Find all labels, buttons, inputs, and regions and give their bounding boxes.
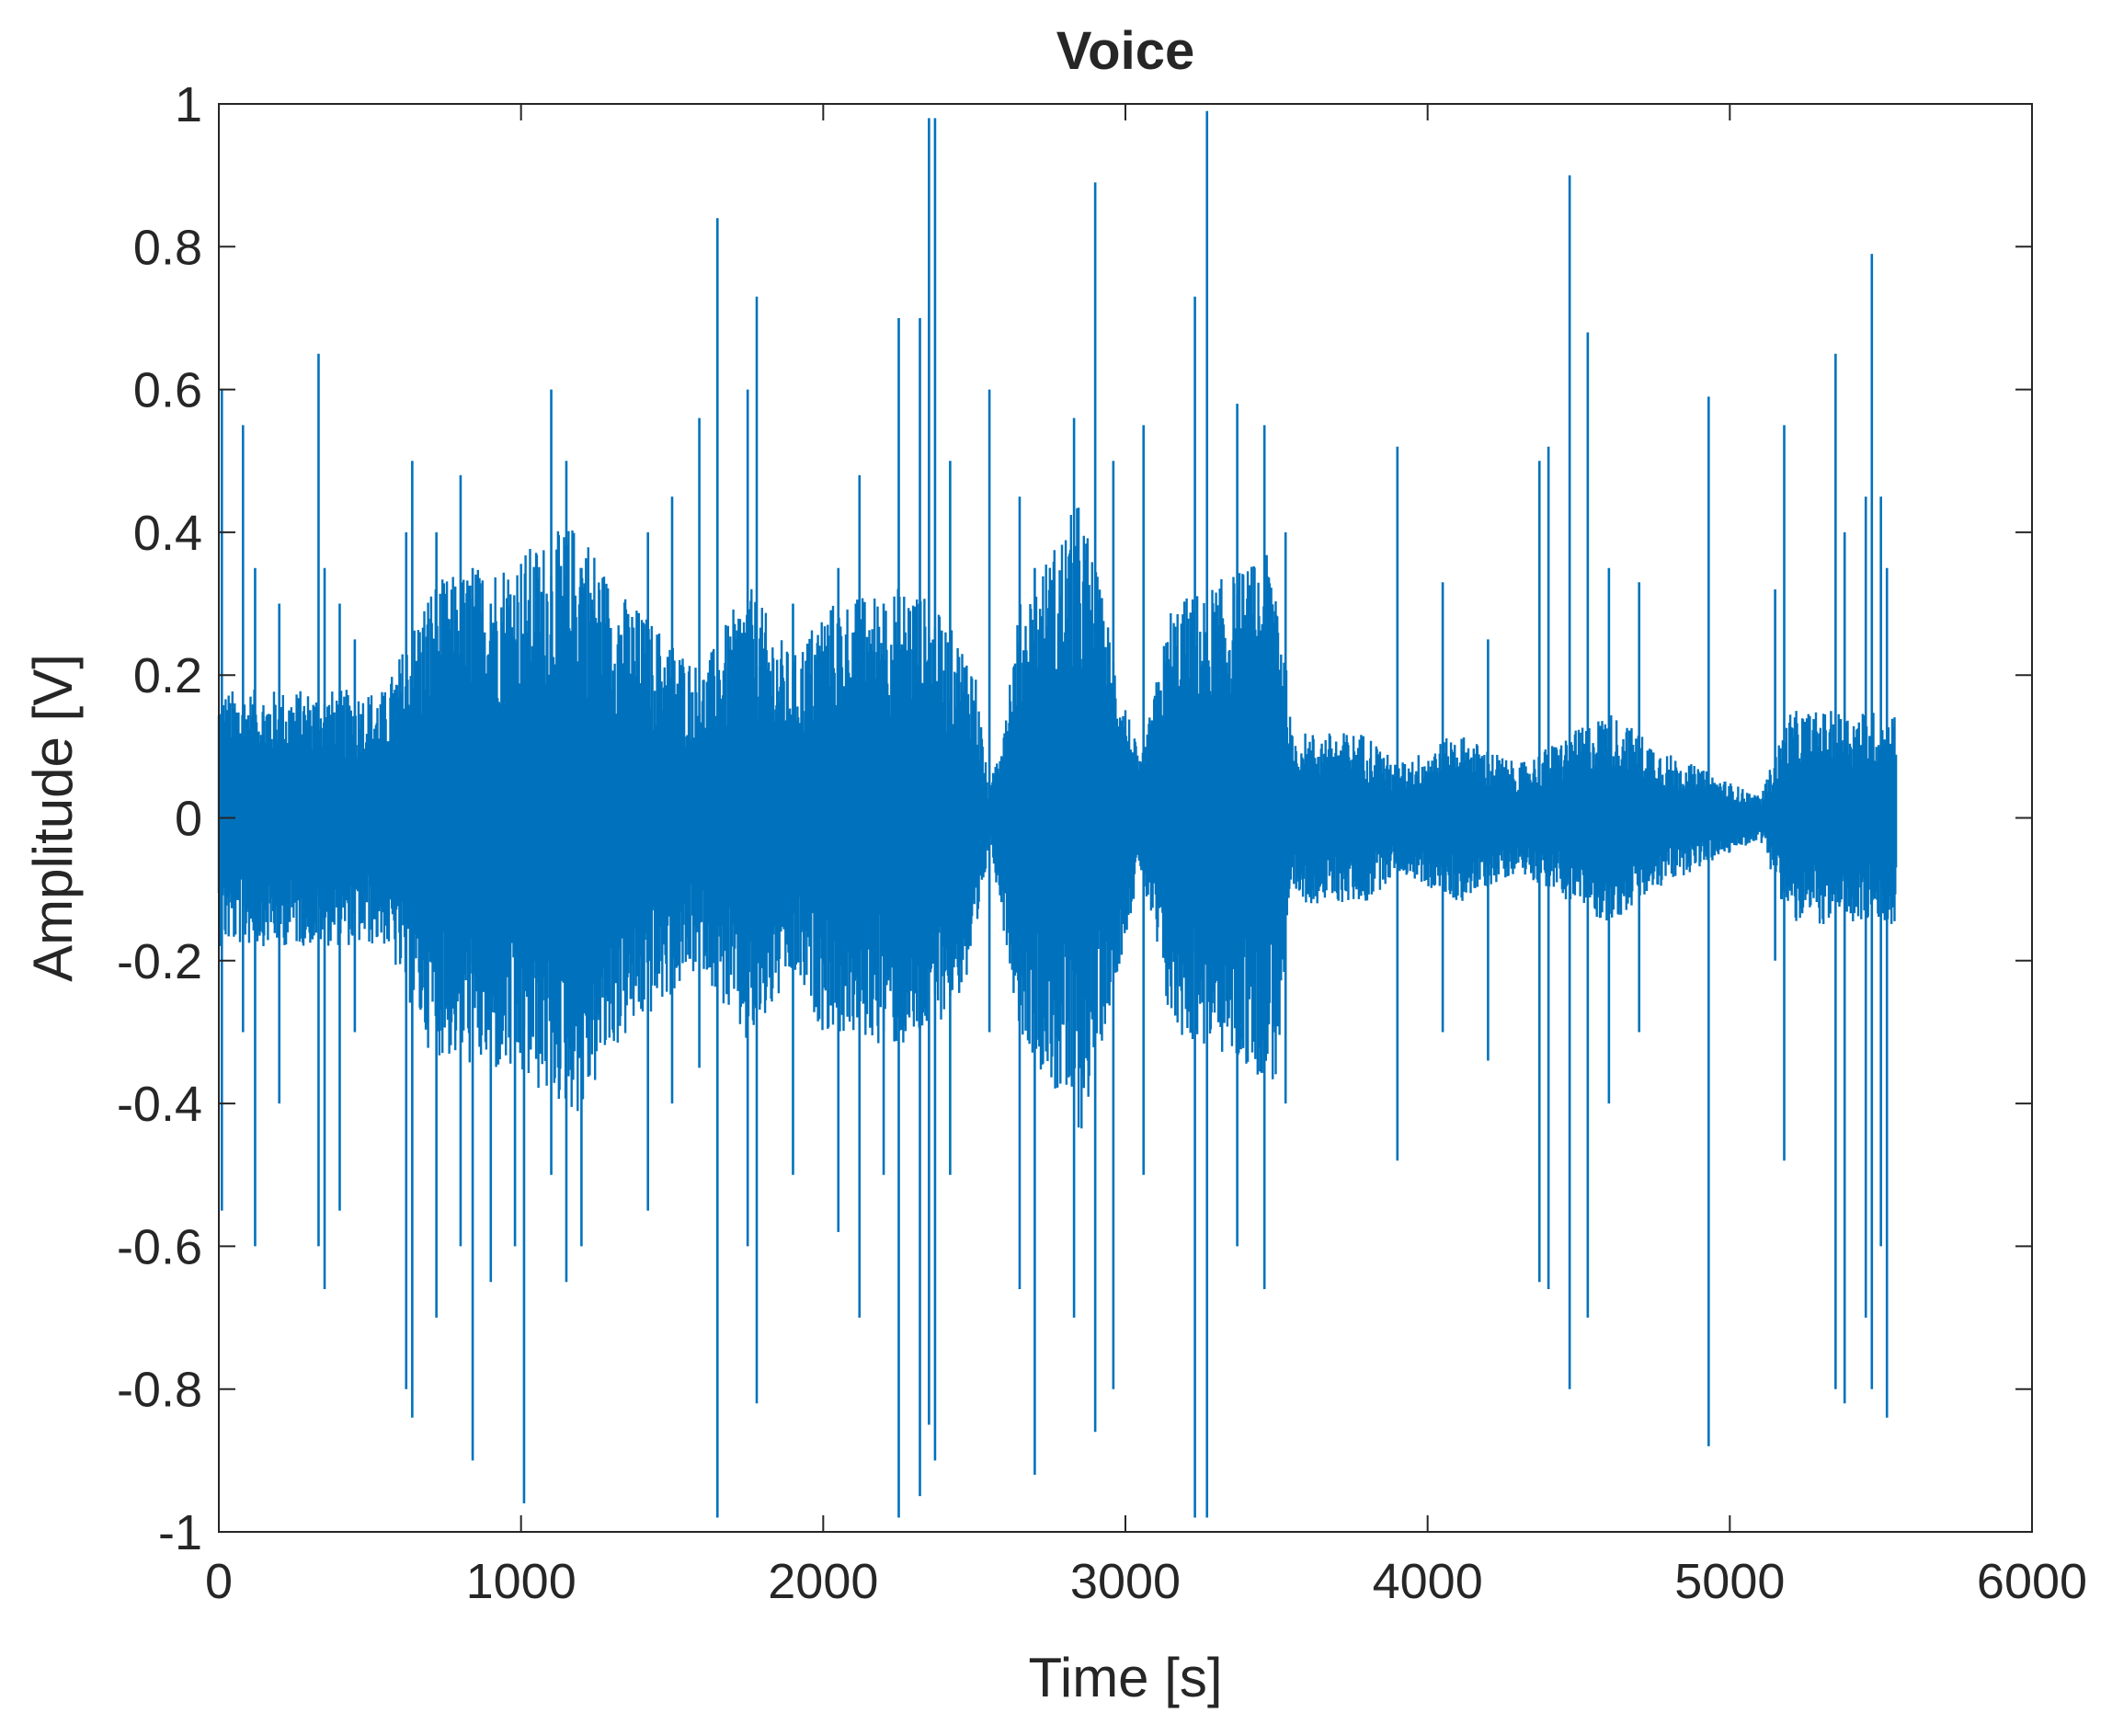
x-tick-label: 0 xyxy=(205,1554,233,1609)
y-tick-label: 0 xyxy=(175,792,202,847)
y-tick-label: 0.4 xyxy=(133,506,202,561)
axis-ticks: 0 1000 2000 3000 4000 5000 600010.80.60.40.20-… xyxy=(117,77,2087,1609)
plot-series xyxy=(217,110,1898,1518)
y-tick-label: 0.8 xyxy=(133,220,202,275)
y-tick-label: 1 xyxy=(175,77,202,132)
chart-title: Voice xyxy=(1056,21,1194,81)
x-axis-label: Time [s] xyxy=(1028,1647,1222,1708)
x-tick-label: 4000 xyxy=(1373,1554,1483,1609)
y-tick-label: -0.6 xyxy=(117,1219,202,1274)
x-tick-label: 3000 xyxy=(1070,1554,1181,1609)
y-tick-label: 0.6 xyxy=(133,363,202,418)
waveform-series xyxy=(217,110,1898,1518)
x-tick-label: 6000 xyxy=(1977,1554,2087,1609)
x-tick-label: 2000 xyxy=(768,1554,878,1609)
x-tick-label: 1000 xyxy=(466,1554,577,1609)
y-tick-label: -0.2 xyxy=(117,934,202,989)
y-axis-label: Amplitude [V] xyxy=(22,654,84,982)
x-tick-label: 5000 xyxy=(1674,1554,1785,1609)
y-tick-label: -1 xyxy=(158,1505,202,1560)
y-tick-label: 0.2 xyxy=(133,648,202,703)
y-tick-label: -0.8 xyxy=(117,1363,202,1418)
y-tick-label: -0.4 xyxy=(117,1077,202,1132)
